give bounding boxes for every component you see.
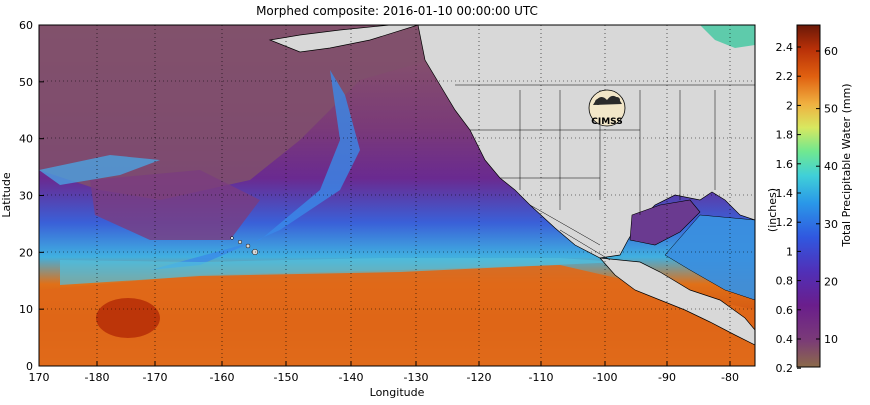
x-tick-label: -160 (210, 371, 235, 384)
cimss-logo: CIMSS (588, 89, 626, 127)
x-tick-label: -90 (658, 371, 676, 384)
alaska-land (268, 25, 419, 53)
map-title: Morphed composite: 2016-01-10 00:00:00 U… (256, 4, 538, 18)
map-panel: CIMSS (39, 25, 755, 366)
y-tick-label: 50 (19, 76, 33, 89)
colorbar-mm-tick-label: 40 (824, 160, 838, 173)
hudson-bay (700, 25, 755, 48)
colorbar-mm-label: Total Precipitable Water (mm) (840, 83, 853, 247)
colorbar-inch-tick-label: 0.8 (776, 275, 794, 288)
central-america-land (599, 257, 755, 346)
colorbar-inch-tick-label: 1 (786, 245, 793, 258)
x-axis-ticks: 170 -180 -170 -160 -150 -140 -130 -120 -110 -100 -… (29, 361, 739, 384)
y-tick-label: 40 (19, 133, 33, 146)
x-tick-label: -170 (143, 371, 168, 384)
dry-region-north (39, 25, 430, 200)
hawaii-islands (230, 236, 259, 256)
colorbar-inch-tick-label: 1.4 (776, 187, 794, 200)
colorbar-mm-tick-label: 10 (824, 333, 838, 346)
dry-region-central (90, 170, 260, 240)
moisture-band-west (39, 155, 160, 185)
x-tick-label: -110 (529, 371, 554, 384)
x-tick-label: -150 (274, 371, 299, 384)
colorbar-inch-tick-label: 0.4 (776, 333, 794, 346)
gulf-of-mexico (629, 199, 701, 246)
x-tick-label: -120 (467, 371, 492, 384)
x-tick-label: -180 (85, 371, 110, 384)
y-axis-ticks: 0 10 20 30 40 50 60 (19, 19, 44, 373)
tropical-wet-band (39, 265, 755, 366)
x-tick-label: -130 (404, 371, 429, 384)
y-tick-label: 30 (19, 190, 33, 203)
x-tick-label: -80 (721, 371, 739, 384)
x-tick-label: -100 (593, 371, 618, 384)
graticule (39, 25, 755, 366)
moisture-band-tropical-edge (60, 258, 620, 285)
colorbar-mm-tick-label: 50 (824, 103, 838, 116)
x-axis-label: Longitude (370, 386, 425, 399)
moisture-plume (150, 70, 360, 270)
caribbean-sea (664, 214, 755, 301)
colorbar-inch-tick-label: 1.6 (776, 158, 794, 171)
colorbar-inch-tick-label: 1.8 (776, 129, 794, 142)
colorbar-inch-ticks: 2.4 2.2 2 1.8 1.6 1.4 1.2 1 0.8 0.6 0.4 0.2 (776, 41, 801, 375)
colorbar-mm-tick-label: 30 (824, 218, 838, 231)
colorbar-scale (796, 24, 821, 368)
colorbar-inch-label: (inches) (766, 188, 779, 232)
x-tick-label: 170 (29, 371, 50, 384)
logo-text: CIMSS (591, 117, 622, 127)
colorbar-inch-tick-label: 1.2 (776, 216, 794, 229)
tropical-cyclone-moisture (96, 298, 160, 338)
colorbar-mm-tick-label: 20 (824, 275, 838, 288)
colorbar-mm-tick-label: 60 (824, 45, 838, 58)
y-tick-label: 10 (19, 303, 33, 316)
y-tick-label: 60 (19, 19, 33, 32)
y-tick-label: 0 (26, 360, 33, 373)
colorbar-mm-ticks: 60 50 40 30 20 10 (816, 45, 838, 346)
north-america-land (417, 25, 755, 259)
x-tick-label: -140 (339, 371, 364, 384)
y-tick-label: 20 (19, 246, 33, 259)
colorbar-inch-tick-label: 0.2 (776, 362, 794, 375)
y-axis-label: Latitude (0, 172, 13, 218)
colorbar-inch-tick-label: 0.6 (776, 304, 794, 317)
colorbar-inch-tick-label: 2 (786, 99, 793, 112)
colorbar-inch-tick-label: 2.2 (776, 70, 794, 83)
colorbar-inch-tick-label: 2.4 (776, 41, 794, 54)
